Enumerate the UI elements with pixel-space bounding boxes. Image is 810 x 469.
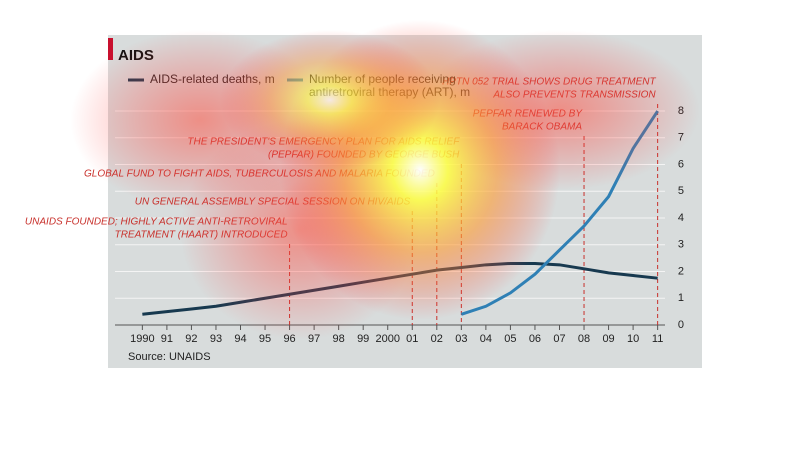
y-tick-label: 3 <box>678 239 684 251</box>
x-tick-label: 92 <box>185 333 197 345</box>
y-tick-label: 7 <box>678 132 684 144</box>
annotation-text: PEPFAR RENEWED BY <box>473 109 584 120</box>
chart-title: AIDS <box>118 47 154 64</box>
x-tick-label: 1990 <box>130 333 154 345</box>
y-tick-label: 2 <box>678 265 684 277</box>
x-tick-label: 99 <box>357 333 369 345</box>
x-tick-label: 07 <box>553 333 565 345</box>
annotation-text: (PEPFAR) FOUNDED BY GEORGE BUSH <box>268 150 460 161</box>
x-tick-label: 10 <box>627 333 639 345</box>
y-tick-label: 1 <box>678 292 684 304</box>
y-tick-label: 0 <box>678 319 684 331</box>
x-tick-label: 04 <box>480 333 492 345</box>
annotation-text: THE PRESIDENT'S EMERGENCY PLAN FOR AIDS … <box>187 137 460 148</box>
x-tick-label: 96 <box>283 333 295 345</box>
x-tick-label: 02 <box>431 333 443 345</box>
x-tick-label: 95 <box>259 333 271 345</box>
annotation-text: TREATMENT (HAART) INTRODUCED <box>115 230 288 241</box>
legend-label: Number of people receiving <box>309 72 456 86</box>
annotation-text: GLOBAL FUND TO FIGHT AIDS, TUBERCULOSIS … <box>84 169 435 180</box>
source: Source: UNAIDS <box>128 351 211 363</box>
legend-label: AIDS-related deaths, m <box>150 72 275 86</box>
x-tick-label: 94 <box>234 333 246 345</box>
y-tick-label: 8 <box>678 105 684 117</box>
y-tick-label: 5 <box>678 185 684 197</box>
x-tick-label: 06 <box>529 333 541 345</box>
title-marker <box>108 38 113 60</box>
x-tick-label: 01 <box>406 333 418 345</box>
annotation-text: BARACK OBAMA <box>502 122 582 133</box>
legend-label: antiretroviral therapy (ART), m <box>309 85 470 99</box>
x-tick-label: 03 <box>455 333 467 345</box>
x-tick-label: 98 <box>333 333 345 345</box>
annotation-text: HPTN 052 TRIAL SHOWS DRUG TREATMENT <box>442 77 656 88</box>
annotation-text: ALSO PREVENTS TRANSMISSION <box>492 90 656 101</box>
x-tick-label: 91 <box>161 333 173 345</box>
x-tick-label: 97 <box>308 333 320 345</box>
x-tick-label: 11 <box>652 333 663 345</box>
x-tick-label: 05 <box>504 333 516 345</box>
y-tick-label: 4 <box>678 212 684 224</box>
x-tick-label: 09 <box>602 333 614 345</box>
x-tick-label: 93 <box>210 333 222 345</box>
annotation-text: UN GENERAL ASSEMBLY SPECIAL SESSION ON H… <box>135 197 411 208</box>
x-tick-label: 2000 <box>375 333 399 345</box>
x-tick-label: 08 <box>578 333 590 345</box>
annotation-text: UNAIDS FOUNDED; HIGHLY ACTIVE ANTI-RETRO… <box>25 217 288 228</box>
y-tick-label: 6 <box>678 158 684 170</box>
